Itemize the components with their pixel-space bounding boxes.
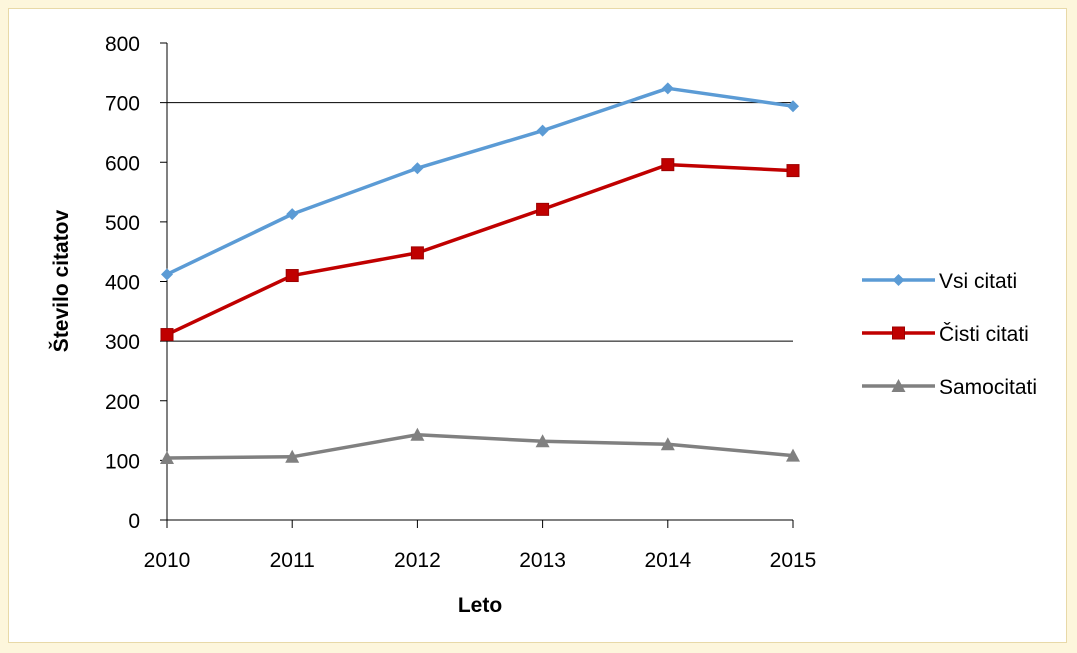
point--isti-citati bbox=[285, 269, 299, 283]
point-vsi-citati bbox=[661, 82, 674, 95]
y-tick-label: 400 bbox=[105, 272, 140, 295]
y-axis-title: Število citatov bbox=[49, 209, 73, 352]
point-vsi-citati bbox=[787, 100, 799, 113]
y-tick-label: 500 bbox=[105, 212, 140, 235]
point-vsi-citati bbox=[286, 208, 299, 221]
legend: Vsi citati Čisti citati Samocitati bbox=[862, 270, 1037, 399]
point--isti-citati bbox=[160, 328, 174, 342]
point--isti-citati bbox=[661, 158, 675, 172]
y-tick-labels: 0 100 200 300 400 500 600 700 800 bbox=[105, 33, 140, 533]
point-vsi-citati bbox=[536, 124, 549, 137]
point--isti-citati bbox=[786, 164, 800, 178]
y-tick-label: 200 bbox=[105, 391, 140, 414]
x-tick-label: 2013 bbox=[519, 549, 566, 572]
y-tick-label: 0 bbox=[128, 510, 140, 533]
point-vsi-citati bbox=[161, 268, 173, 281]
point--isti-citati bbox=[536, 202, 550, 216]
y-tick-label: 300 bbox=[105, 331, 140, 354]
legend-marker-vsi-citati bbox=[892, 274, 905, 286]
series-line-samocitati bbox=[166, 432, 794, 460]
y-tick-label: 700 bbox=[105, 93, 140, 116]
legend-marker--isti-citati bbox=[892, 326, 905, 340]
axes bbox=[160, 42, 794, 528]
series-group bbox=[160, 82, 800, 464]
legend-label--isti-citati: Čisti citati bbox=[939, 323, 1029, 346]
x-axis-title: Leto bbox=[458, 594, 502, 617]
x-tick-label: 2010 bbox=[144, 549, 191, 572]
legend-label-vsi-citati: Vsi citati bbox=[939, 270, 1017, 293]
x-tick-label: 2014 bbox=[644, 549, 691, 572]
y-tick-label: 800 bbox=[105, 33, 140, 56]
series-line-vsi-citati bbox=[166, 86, 794, 276]
y-tick-label: 600 bbox=[105, 152, 140, 175]
point-samocitati bbox=[285, 449, 300, 463]
x-tick-label: 2011 bbox=[270, 549, 315, 572]
point-samocitati bbox=[786, 448, 800, 462]
series-line--isti-citati bbox=[166, 162, 794, 337]
point-samocitati bbox=[160, 450, 174, 464]
point-samocitati bbox=[535, 434, 550, 448]
point--isti-citati bbox=[410, 246, 424, 260]
point-samocitati bbox=[660, 437, 675, 451]
point-samocitati bbox=[410, 427, 425, 441]
gridlines bbox=[167, 102, 793, 342]
y-tick-label: 100 bbox=[105, 450, 140, 473]
legend-label-samocitati: Samocitati bbox=[939, 376, 1037, 399]
x-tick-label: 2015 bbox=[770, 549, 817, 572]
point-vsi-citati bbox=[411, 162, 424, 175]
x-tick-labels: 2010 2011 2012 2013 2014 2015 bbox=[144, 549, 817, 572]
legend-marker-samocitati bbox=[891, 379, 906, 392]
x-tick-label: 2012 bbox=[394, 549, 441, 572]
